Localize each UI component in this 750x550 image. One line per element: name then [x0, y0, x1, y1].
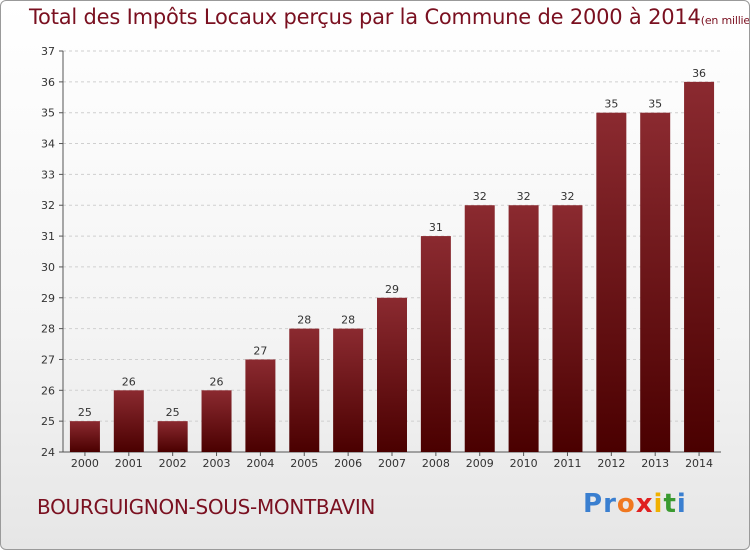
chart-title: Total des Impôts Locaux perçus par la Co…	[29, 5, 750, 29]
proxiti-logo[interactable]: Proxiti	[583, 489, 687, 519]
x-tick-label-2005: 2005	[290, 457, 318, 470]
bar-2009	[464, 205, 495, 452]
bar-2011	[552, 205, 583, 452]
bar-2013	[640, 112, 671, 452]
bar-2004	[245, 359, 276, 452]
y-tick-label-37: 37	[41, 45, 55, 58]
y-tick-label-29: 29	[41, 292, 55, 305]
y-tick-label-26: 26	[41, 384, 55, 397]
y-tick-label-28: 28	[41, 323, 55, 336]
x-tick-label-2004: 2004	[246, 457, 274, 470]
y-tick-label-30: 30	[41, 261, 55, 274]
bar-value-label-2012: 35	[604, 98, 618, 111]
y-tick-label-24: 24	[41, 446, 55, 459]
y-tick-label-33: 33	[41, 168, 55, 181]
bar-value-label-2010: 32	[517, 190, 531, 203]
bar-2007	[377, 297, 407, 452]
bar-value-label-2008: 31	[429, 221, 443, 234]
bar-value-label-2000: 25	[78, 406, 92, 419]
x-tick-label-2010: 2010	[510, 457, 538, 470]
bar-2008	[420, 236, 451, 452]
logo-letter: i	[653, 489, 664, 519]
bar-2005	[289, 328, 320, 452]
bar-value-label-2001: 26	[122, 375, 136, 388]
y-tick-label-35: 35	[41, 107, 55, 120]
x-tick-label-2006: 2006	[334, 457, 362, 470]
bar-2014	[684, 81, 715, 452]
x-tick-label-2000: 2000	[71, 457, 99, 470]
y-tick-label-27: 27	[41, 353, 55, 366]
y-tick-label-34: 34	[41, 138, 55, 151]
x-tick-label-2011: 2011	[553, 457, 581, 470]
bar-2003	[201, 390, 232, 452]
x-tick-label-2008: 2008	[422, 457, 450, 470]
x-tick-label-2012: 2012	[597, 457, 625, 470]
y-tick-label-31: 31	[41, 230, 55, 243]
bar-2012	[596, 112, 627, 452]
bar-value-label-2007: 29	[385, 283, 399, 296]
chart-title-unit: (en milliers d'€)	[700, 14, 750, 27]
commune-name: BOURGUIGNON-SOUS-MONTBAVIN	[37, 495, 376, 519]
x-tick-label-2007: 2007	[378, 457, 406, 470]
bar-value-label-2011: 32	[560, 190, 574, 203]
bar-2002	[157, 421, 188, 452]
x-tick-label-2014: 2014	[685, 457, 713, 470]
bar-value-label-2004: 27	[253, 344, 267, 357]
logo-letter: t	[663, 489, 677, 519]
logo-letter: x	[635, 489, 654, 519]
y-tick-label-25: 25	[41, 415, 55, 428]
chart-title-text: Total des Impôts Locaux perçus par la Co…	[29, 5, 701, 29]
bar-value-label-2009: 32	[473, 190, 487, 203]
logo-letter: r	[603, 489, 617, 519]
logo-letter: P	[583, 489, 604, 519]
x-tick-label-2013: 2013	[641, 457, 669, 470]
y-tick-label-32: 32	[41, 199, 55, 212]
bar-value-label-2013: 35	[648, 98, 662, 111]
x-tick-label-2002: 2002	[159, 457, 187, 470]
x-tick-label-2003: 2003	[203, 457, 231, 470]
y-tick-label-36: 36	[41, 76, 55, 89]
logo-letter: i	[676, 489, 687, 519]
x-tick-label-2009: 2009	[466, 457, 494, 470]
bar-2006	[333, 328, 364, 452]
bar-2001	[113, 390, 144, 452]
bar-value-label-2005: 28	[297, 314, 311, 327]
bar-value-label-2006: 28	[341, 314, 355, 327]
bar-value-label-2014: 36	[692, 67, 706, 80]
bar-value-label-2002: 25	[166, 406, 180, 419]
x-tick-label-2001: 2001	[115, 457, 143, 470]
bar-2000	[69, 421, 100, 452]
bar-2010	[508, 205, 539, 452]
bar-value-label-2003: 26	[210, 375, 224, 388]
logo-letter: o	[616, 489, 636, 519]
